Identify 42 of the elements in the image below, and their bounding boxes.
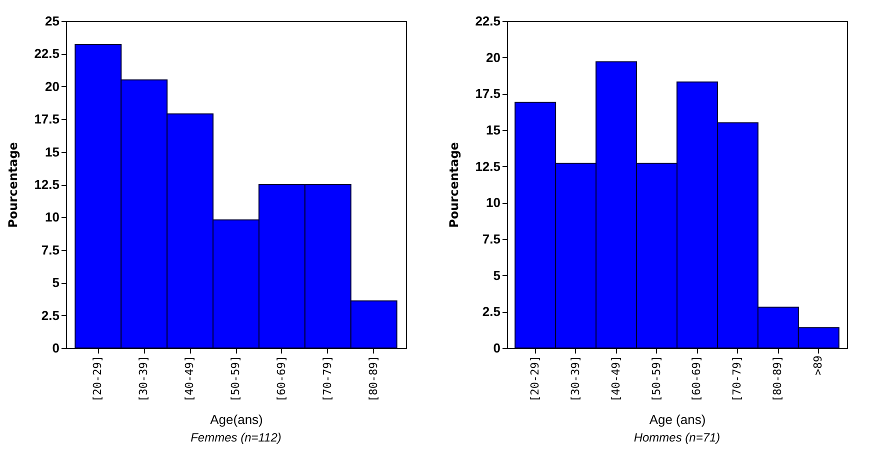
y-tick-label: 10 bbox=[45, 210, 60, 225]
x-tick-label: [30-39] bbox=[568, 356, 582, 402]
y-tick-label: 22.5 bbox=[34, 46, 60, 62]
x-tick-label: [50-59] bbox=[229, 356, 242, 402]
x-tick-label: [80-89] bbox=[366, 356, 380, 402]
x-tick-label: >89 bbox=[812, 356, 825, 376]
x-tick-label: [70-79] bbox=[320, 356, 334, 402]
y-tick-label: 25 bbox=[45, 14, 60, 28]
y-tick-label: 12.5 bbox=[475, 158, 500, 174]
x-tick-label: [60-69] bbox=[690, 356, 704, 402]
x-tick-label: [40-49] bbox=[183, 356, 196, 402]
y-tick-label: 0 bbox=[52, 340, 60, 356]
y-axis-title: Pourcentage bbox=[6, 142, 20, 228]
x-tick-label: [50-59] bbox=[650, 356, 663, 402]
y-tick-label: 15 bbox=[45, 144, 60, 160]
x-tick-label: [40-49] bbox=[609, 356, 622, 402]
y-tick-label: 10 bbox=[486, 195, 500, 210]
y-tick-label: 12.5 bbox=[34, 177, 60, 192]
y-tick-label: 20 bbox=[45, 78, 60, 94]
x-tick-label: [20-29] bbox=[528, 356, 542, 402]
y-tick-label: 5 bbox=[52, 275, 60, 290]
y-tick-label: 7.5 bbox=[41, 242, 60, 258]
y-tick-label: 5 bbox=[493, 268, 500, 283]
x-tick-label: [20-29] bbox=[91, 356, 104, 402]
x-tick-label: [60-69] bbox=[274, 356, 288, 402]
y-tick-label: 7.5 bbox=[482, 232, 500, 246]
y-tick-label: 0 bbox=[493, 340, 500, 356]
y-tick-label: 2.5 bbox=[482, 304, 500, 320]
y-tick-label: 17.5 bbox=[34, 112, 60, 127]
y-axis-title: Pourcentage bbox=[447, 142, 462, 228]
x-tick-label: [30-39] bbox=[137, 356, 150, 402]
y-tick-label: 17.5 bbox=[475, 86, 500, 102]
x-tick-label: [70-79] bbox=[730, 356, 744, 402]
y-tick-label: 2.5 bbox=[41, 308, 60, 323]
y-tick-label: 20 bbox=[486, 50, 500, 65]
x-axis-title: Age(ans) bbox=[210, 412, 263, 427]
x-axis-title: Age (ans) bbox=[649, 412, 706, 427]
x-tick-label: [80-89] bbox=[771, 356, 784, 402]
text: Femmes (n=112) bbox=[190, 430, 282, 444]
y-tick-label: 15 bbox=[486, 122, 500, 138]
y-tick-label: 22.5 bbox=[475, 14, 500, 28]
text: Hommes (n=71) bbox=[634, 430, 720, 444]
